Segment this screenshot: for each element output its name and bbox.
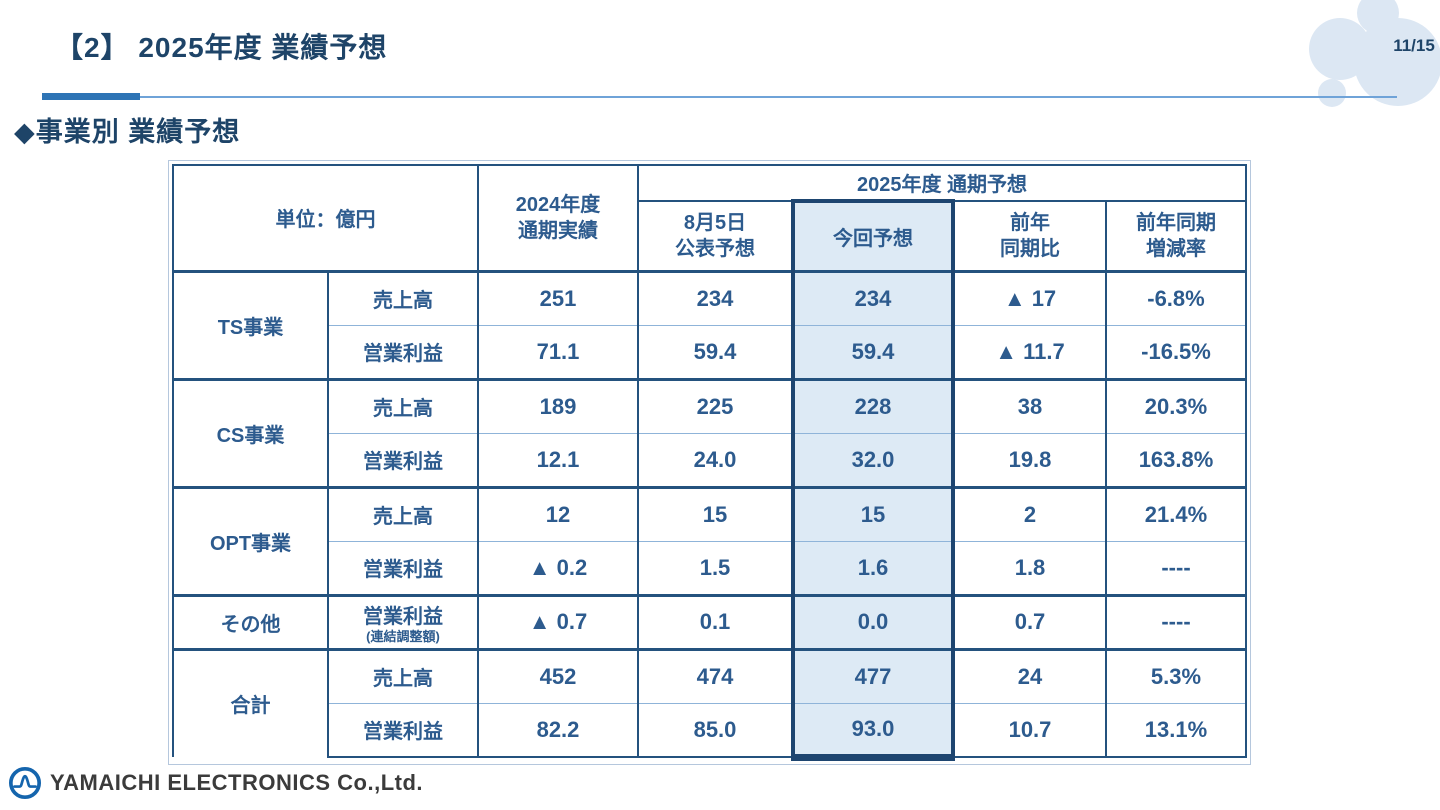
forecast-table: 単位：億円 2024年度 通期実績 2025年度 通期予想 8月5日 公表予想 …	[172, 164, 1247, 761]
col-header-yoy-rate: 前年同期 増減率	[1105, 200, 1247, 271]
cell-value: -16.5%	[1105, 324, 1247, 379]
cell-value: 163.8%	[1105, 432, 1247, 487]
metric-label-note: (連結調整額)	[366, 628, 440, 644]
section-heading: ◆事業別 業績予想	[14, 117, 241, 147]
table-row: TS事業 売上高 251 234 234 ▲ 17 -6.8%	[172, 269, 1247, 379]
cell-value-current: 228	[791, 377, 955, 433]
cell-value: 21.4%	[1105, 485, 1247, 541]
cell-value: 24.0	[637, 432, 794, 487]
cell-value-current: 32.0	[791, 432, 955, 487]
col-header-2024: 2024年度 通期実績	[477, 164, 639, 271]
cell-value-current: 93.0	[791, 702, 955, 761]
col-header-current-forecast: 今回予想	[791, 199, 955, 271]
col-header-yoy-diff: 前年 同期比	[952, 200, 1107, 271]
metric-label: 営業利益	[327, 432, 479, 487]
segment-label-ts: TS事業	[172, 269, 329, 379]
metric-label: 売上高	[327, 269, 479, 325]
cell-value: 82.2	[477, 702, 639, 758]
cell-value: ----	[1105, 540, 1247, 595]
title-underline-accent	[42, 93, 140, 100]
cell-value-current: 0.0	[791, 593, 955, 649]
cell-value: 0.7	[952, 593, 1107, 649]
cell-value: 1.5	[637, 540, 794, 595]
page-number: 11/15	[1393, 36, 1435, 55]
title-underline-thin	[42, 96, 1397, 98]
cell-value: 474	[637, 647, 794, 703]
slide-title: 【2】 2025年度 業績予想	[55, 32, 388, 63]
segment-label-other: その他	[172, 593, 329, 649]
cell-value: 5.3%	[1105, 647, 1247, 703]
cell-value: 10.7	[952, 702, 1107, 758]
table-row: その他 営業利益 (連結調整額) ▲ 0.7 0.1 0.0 0.7 ----	[172, 593, 1247, 649]
cell-value: 24	[952, 647, 1107, 703]
cell-value: 38	[952, 377, 1107, 433]
unit-header-cell: 単位：億円	[172, 164, 479, 271]
cell-value-current: 477	[791, 647, 955, 703]
segment-label-cs: CS事業	[172, 377, 329, 487]
cell-value: 12	[477, 485, 639, 541]
cell-value: 15	[637, 485, 794, 541]
metric-label: 営業利益	[327, 702, 479, 758]
cell-value: 13.1%	[1105, 702, 1247, 758]
table-row: 営業利益 71.1 59.4 59.4 ▲ 11.7 -16.5%	[173, 324, 1247, 379]
table-row: 営業利益 12.1 24.0 32.0 19.8 163.8%	[173, 432, 1247, 487]
forecast-table-frame: 単位：億円 2024年度 通期実績 2025年度 通期予想 8月5日 公表予想 …	[168, 160, 1251, 765]
cell-value: 2	[952, 485, 1107, 541]
cell-value: 12.1	[477, 432, 639, 487]
metric-label: 売上高	[327, 647, 479, 703]
table-row: OPT事業 売上高 12 15 15 2 21.4%	[172, 485, 1247, 595]
company-logo-text: YAMAICHI ELECTRONICS Co.,Ltd.	[50, 770, 424, 795]
metric-label: 営業利益	[327, 540, 479, 595]
cell-value: 20.3%	[1105, 377, 1247, 433]
cell-value-current: 59.4	[791, 324, 955, 379]
metric-label: 売上高	[327, 485, 479, 541]
table-row: 営業利益 82.2 85.0 93.0 10.7 13.1%	[173, 702, 1247, 761]
cell-value-current: 15	[791, 485, 955, 541]
company-logo: YAMAICHI ELECTRONICS Co.,Ltd.	[8, 766, 423, 800]
cell-value: 234	[637, 269, 794, 325]
cell-value: 452	[477, 647, 639, 703]
col-group-2025: 2025年度 通期予想	[637, 164, 1247, 201]
cell-value: 0.1	[637, 593, 794, 649]
cell-value: ▲ 17	[952, 269, 1107, 325]
cell-value: ▲ 11.7	[952, 324, 1107, 379]
cell-value-current: 1.6	[791, 540, 955, 595]
table-row: CS事業 売上高 189 225 228 38 20.3%	[172, 377, 1247, 487]
waveform-circle-icon	[8, 766, 42, 800]
cell-value: 85.0	[637, 702, 794, 758]
cell-value: 59.4	[637, 324, 794, 379]
cell-value: 189	[477, 377, 639, 433]
cell-value: ▲ 0.2	[477, 540, 639, 595]
cell-value: 1.8	[952, 540, 1107, 595]
segment-label-total: 合計	[172, 647, 329, 757]
metric-label-main: 営業利益	[363, 605, 443, 628]
cell-value: 71.1	[477, 324, 639, 379]
metric-label: 売上高	[327, 377, 479, 433]
page-blob-decoration	[1309, 0, 1440, 107]
cell-value: 251	[477, 269, 639, 325]
cell-value: 225	[637, 377, 794, 433]
cell-value: -6.8%	[1105, 269, 1247, 325]
cell-value-current: 234	[791, 269, 955, 325]
col-header-aug5: 8月5日 公表予想	[637, 200, 794, 271]
cell-value: ----	[1105, 593, 1247, 649]
metric-label: 営業利益 (連結調整額)	[327, 593, 479, 649]
cell-value: 19.8	[952, 432, 1107, 487]
table-row: 合計 売上高 452 474 477 24 5.3%	[172, 647, 1247, 757]
table-row: 営業利益 ▲ 0.2 1.5 1.6 1.8 ----	[173, 540, 1247, 595]
segment-label-opt: OPT事業	[172, 485, 329, 595]
cell-value: ▲ 0.7	[477, 593, 639, 649]
metric-label: 営業利益	[327, 324, 479, 379]
